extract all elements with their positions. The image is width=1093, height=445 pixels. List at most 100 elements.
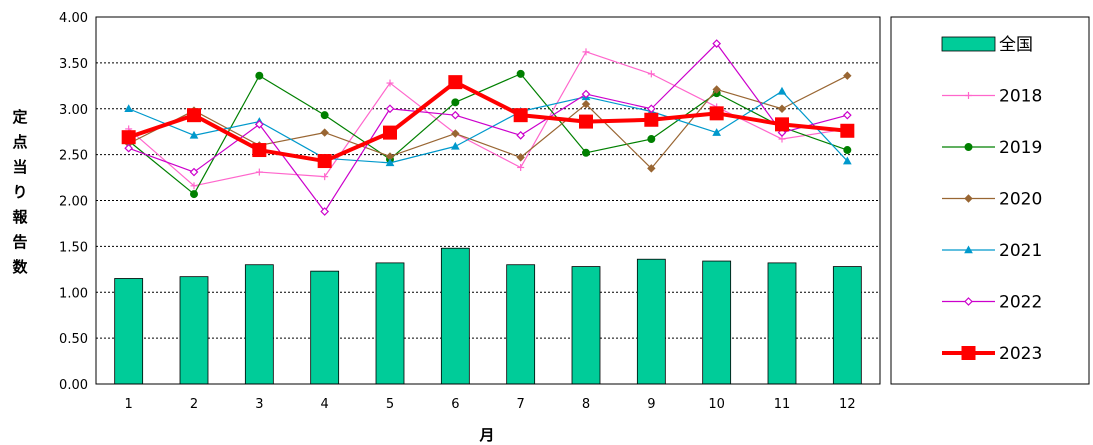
x-tick-label: 4 <box>321 397 329 412</box>
y-tick-label: 1.00 <box>59 286 88 301</box>
bar <box>702 260 732 385</box>
series-line <box>128 43 848 213</box>
legend-label: 2018 <box>999 87 1042 107</box>
x-axis-ticks: 1 2 3 4 5 6 7 8 9 10 11 12 <box>125 397 856 412</box>
point-marker <box>383 125 397 140</box>
point-marker <box>450 141 460 150</box>
series-2023 <box>121 75 855 169</box>
point-marker <box>582 148 590 157</box>
legend-swatch <box>941 36 996 52</box>
point-marker <box>252 143 267 158</box>
y-axis-title-char: 報 <box>12 208 28 226</box>
point-marker <box>964 143 973 151</box>
point-marker <box>317 154 332 169</box>
point-marker <box>961 346 976 360</box>
x-tick-label: 8 <box>582 397 590 412</box>
y-axis-title-char: 告 <box>12 233 27 251</box>
legend-item-2022: 2022 <box>942 293 1042 313</box>
bar <box>571 266 601 385</box>
point-marker <box>190 190 198 199</box>
point-marker <box>647 70 655 78</box>
x-tick-label: 12 <box>839 397 856 412</box>
point-marker <box>517 163 525 171</box>
legend-item-2019: 2019 <box>942 138 1042 158</box>
y-tick-label: 2.50 <box>59 149 88 164</box>
point-marker <box>582 48 590 56</box>
bar <box>506 264 536 385</box>
y-tick-label: 0.50 <box>59 332 88 347</box>
bar <box>179 276 209 385</box>
legend: 全国 2018 2019 2020 2021 2022 2023 <box>941 35 1042 364</box>
point-marker <box>516 131 526 140</box>
point-marker <box>843 146 852 155</box>
point-marker <box>187 108 201 123</box>
legend-item-2021: 2021 <box>942 241 1042 261</box>
point-marker <box>644 112 659 127</box>
legend-item-2020: 2020 <box>942 190 1042 210</box>
point-marker <box>320 207 330 216</box>
series-2022 <box>124 39 852 216</box>
point-marker <box>450 110 460 120</box>
legend-frame <box>890 16 1090 385</box>
point-marker <box>777 86 787 95</box>
point-marker <box>513 108 528 123</box>
point-marker <box>964 297 973 306</box>
y-tick-label: 2.00 <box>59 195 88 210</box>
x-tick-label: 7 <box>517 397 525 412</box>
x-tick-label: 1 <box>125 397 133 412</box>
point-marker <box>321 173 329 181</box>
bar <box>310 270 340 385</box>
plot-grid <box>96 62 880 339</box>
point-marker <box>842 156 852 165</box>
point-marker <box>255 168 263 176</box>
plot-frame <box>95 16 881 385</box>
y-tick-label: 3.00 <box>59 103 88 118</box>
legend-item-2023: 2023 <box>942 344 1042 364</box>
legend-label: 2022 <box>999 293 1042 313</box>
point-marker <box>386 79 394 87</box>
point-marker <box>516 69 525 78</box>
point-marker <box>777 104 787 113</box>
y-axis-title-char: 数 <box>12 258 28 276</box>
series-line <box>128 51 848 187</box>
bars <box>114 247 862 385</box>
x-tick-label: 3 <box>255 397 263 412</box>
point-marker <box>646 104 656 114</box>
point-marker <box>712 128 722 136</box>
point-marker <box>124 143 134 153</box>
bar <box>767 262 797 385</box>
legend-label: 2023 <box>999 344 1042 364</box>
point-marker <box>255 71 264 80</box>
y-axis-title-char: り <box>12 183 27 201</box>
point-marker <box>775 117 789 132</box>
point-marker <box>581 89 591 99</box>
point-marker <box>451 98 460 107</box>
x-tick-label: 11 <box>774 397 791 412</box>
point-marker <box>840 123 855 138</box>
series-2019 <box>124 69 852 199</box>
bar <box>244 264 274 385</box>
y-axis-title-char: 点 <box>12 133 27 151</box>
point-marker <box>647 164 656 173</box>
point-marker <box>189 130 199 139</box>
x-axis-title: 月 <box>478 426 494 444</box>
x-tick-label: 9 <box>647 397 655 412</box>
point-marker <box>385 104 395 114</box>
bar <box>636 258 666 385</box>
point-marker <box>448 75 463 90</box>
point-marker <box>320 128 329 137</box>
series-line <box>128 90 848 164</box>
point-marker <box>712 39 722 48</box>
point-marker <box>709 106 724 121</box>
legend-item-2018: 2018 <box>942 87 1042 107</box>
legend-label: 2021 <box>999 241 1042 261</box>
point-marker <box>842 110 852 120</box>
point-marker <box>647 135 656 144</box>
point-marker <box>712 85 721 94</box>
point-marker <box>121 130 136 145</box>
series-line <box>128 75 848 169</box>
legend-label: 全国 <box>999 35 1033 55</box>
point-marker <box>581 99 591 109</box>
y-axis-ticks: 0.00 0.50 1.00 1.50 2.00 2.50 3.00 3.50 4.00 <box>59 11 88 393</box>
